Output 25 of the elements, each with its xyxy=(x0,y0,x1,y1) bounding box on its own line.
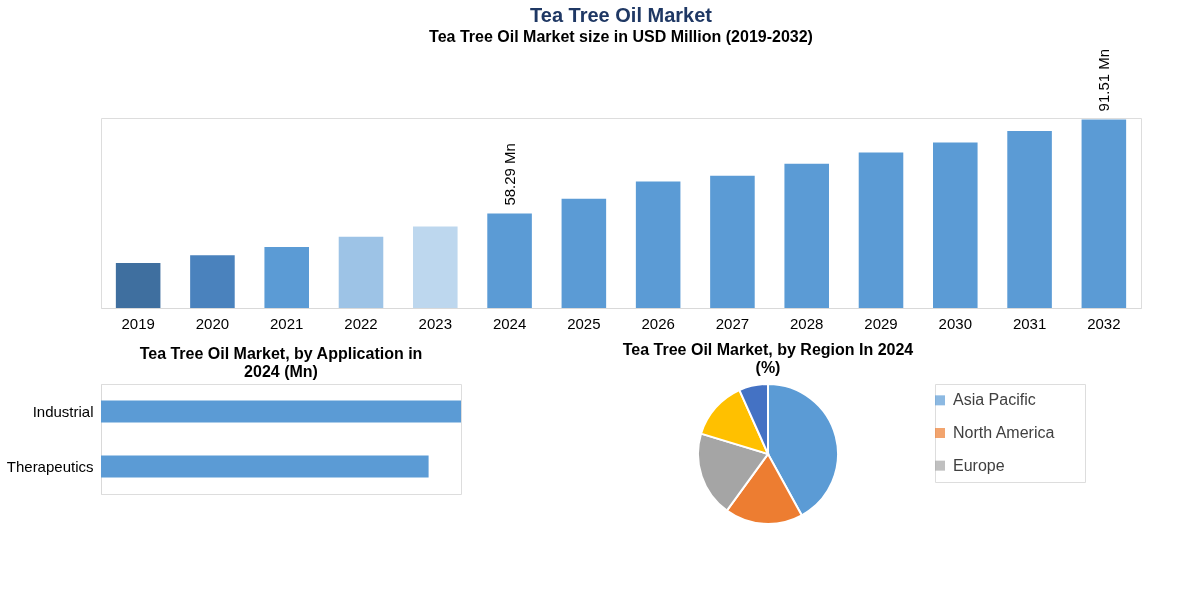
x-tick-label: 2030 xyxy=(938,314,972,332)
x-tick-label: 2026 xyxy=(641,314,675,332)
x-tick-label: 2023 xyxy=(418,314,452,332)
y-tick-label: Industrial xyxy=(32,402,94,420)
x-tick-label: 2028 xyxy=(790,314,824,332)
x-tick-label: 2022 xyxy=(344,314,378,332)
x-tick-label: 2027 xyxy=(715,314,750,332)
x-tick-label: 2032 xyxy=(1087,314,1121,332)
x-tick-label: 2021 xyxy=(270,314,304,332)
x-tick-label: 2029 xyxy=(864,314,898,332)
legend-label: Asia Pacific xyxy=(953,391,1036,409)
chart-title: Tea Tree Oil Market, by Application in 2024 (Mn) xyxy=(139,345,423,380)
x-tick-label: 2031 xyxy=(1012,314,1047,332)
x-tick-label: 2024 xyxy=(492,314,527,332)
data-label: 58.29 Mn xyxy=(500,143,518,206)
y-tick-label: Therapeutics xyxy=(6,457,94,475)
x-tick-label: 2025 xyxy=(567,314,601,332)
legend-label: North America xyxy=(953,424,1055,441)
x-tick-label: 2020 xyxy=(195,314,230,332)
legend-label: Europe xyxy=(953,456,1005,474)
chart-title: Tea Tree Oil Market xyxy=(530,3,713,26)
chart-title: Tea Tree Oil Market, by Region In 2024 (%) xyxy=(622,341,914,376)
x-tick-label: 2019 xyxy=(121,314,155,332)
chart-subtitle: Tea Tree Oil Market size in USD Million (2019-2032) xyxy=(429,27,813,45)
data-label: 91.51 Mn xyxy=(1094,48,1112,112)
